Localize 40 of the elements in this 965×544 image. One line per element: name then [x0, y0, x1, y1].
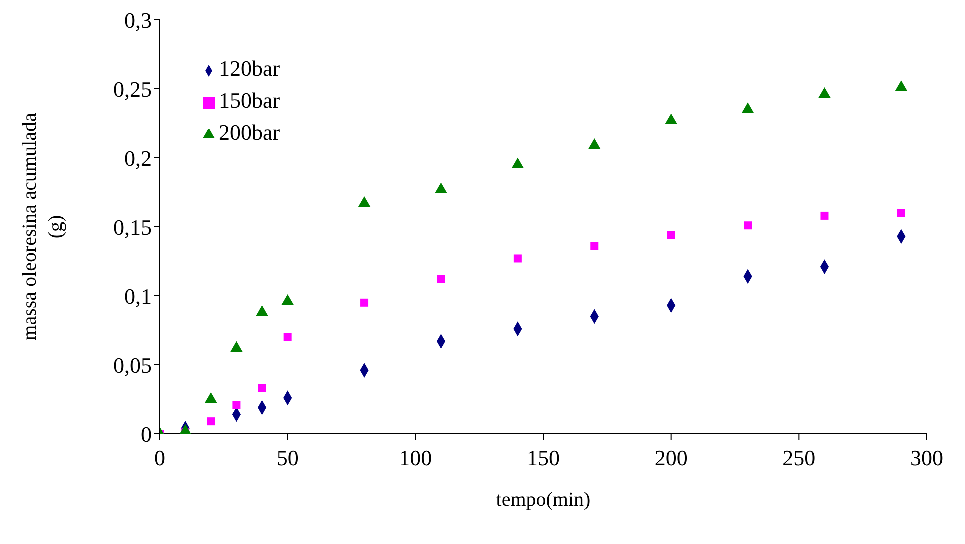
point [742, 102, 754, 114]
x-tick-label: 50 [276, 446, 299, 471]
point [258, 384, 266, 392]
point [590, 242, 599, 250]
x-tick-label: 250 [782, 446, 816, 471]
point [820, 212, 829, 220]
point [818, 88, 831, 98]
point [588, 138, 601, 150]
point [232, 401, 241, 410]
x-tick-label: 300 [910, 446, 944, 471]
point [360, 298, 369, 307]
legend-label: 150bar [219, 88, 280, 113]
legend-label: 200bar [219, 120, 280, 145]
point [512, 158, 524, 168]
point [744, 222, 752, 230]
y-tick-label: 0,05 [114, 352, 152, 378]
y-tick-label: 0,3 [124, 8, 152, 33]
point [358, 196, 371, 208]
point [895, 80, 908, 92]
legend-label: 120bar [219, 56, 280, 81]
y-tick-label: 0,2 [124, 146, 152, 171]
y-tick-label: 0,25 [114, 76, 152, 102]
y-axis-title: massa oleoresina acumulada (g) [19, 113, 67, 341]
x-tick-label: 200 [654, 446, 688, 471]
point [514, 254, 522, 263]
point [284, 333, 292, 342]
y-tick-label: 0 [141, 422, 152, 447]
y-tick-label: 0,1 [124, 284, 152, 309]
point [282, 294, 294, 306]
point [665, 114, 678, 124]
point [256, 306, 268, 316]
y-tick-label: 0,15 [114, 214, 152, 240]
x-tick-label: 100 [399, 446, 432, 471]
x-axis-title: tempo(min) [496, 489, 591, 511]
point [897, 209, 906, 218]
point [437, 275, 446, 284]
point [435, 182, 448, 194]
point [667, 231, 676, 240]
x-tick-label: 150 [527, 446, 560, 471]
point [207, 418, 216, 426]
